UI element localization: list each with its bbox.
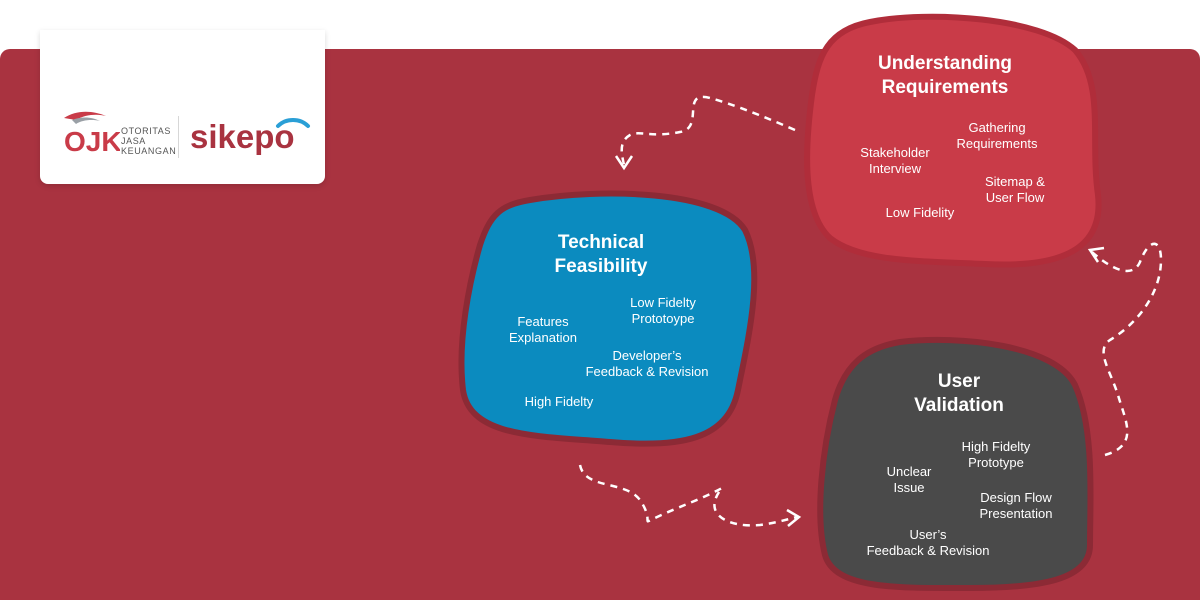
validation-item-high-fidelty: High Fidelty Prototype — [961, 439, 1031, 470]
understanding-item-gathering: Gathering Requirements — [956, 120, 1038, 151]
validation-item-design-flow: Design Flow Presentation — [979, 490, 1053, 521]
sikepo-logo-icon: sikepo — [190, 118, 310, 155]
understanding-item-sitemap: Sitemap & User Flow — [985, 174, 1045, 205]
understanding-item-stakeholder: Stakeholder Interview — [860, 145, 930, 176]
arrowhead-validation-icon — [786, 508, 802, 527]
technical-item-low-fidelty: Low Fidelty Prototoype — [630, 295, 696, 326]
ojk-wordmark: OTORITAS JASA KEUANGAN — [121, 126, 176, 156]
ojk-line-3: KEUANGAN — [121, 146, 177, 156]
validation-title-line-2: Validation — [914, 395, 1004, 416]
technical-feasibility-node — [458, 190, 758, 447]
arrowhead-technical-icon — [614, 155, 634, 171]
ojk-line-1: OTORITAS — [121, 126, 171, 136]
understanding-title: Understanding Requirements — [835, 52, 1055, 100]
arrowhead-understanding-icon — [1087, 246, 1105, 263]
arrow-understanding-to-technical — [620, 95, 796, 166]
validation-title-line-1: User — [937, 371, 981, 392]
ojk-letters: OJK — [64, 126, 120, 156]
technical-title-line-1: Technical — [557, 232, 645, 253]
technical-item-high-fidelty: High Fidelty — [524, 394, 594, 409]
logo-card: OJK OTORITAS JASA KEUANGAN sikepo — [40, 30, 325, 184]
technical-item-developer-feedback: Developer’s Feedback & Revision — [585, 348, 709, 379]
understanding-title-line-1: Understanding — [877, 53, 1013, 74]
arrow-validation-to-understanding — [1091, 242, 1163, 457]
understanding-item-low-fidelity: Low Fidelity — [885, 205, 955, 220]
ojk-line-2: JASA — [121, 136, 146, 146]
arrow-technical-to-validation — [578, 464, 798, 527]
user-validation-node — [817, 336, 1094, 592]
logo-divider — [178, 116, 179, 158]
ojk-logo-icon: OJK — [64, 111, 120, 156]
validation-item-unclear: Unclear Issue — [886, 464, 932, 495]
understanding-requirements-node — [804, 13, 1102, 268]
validation-title: User Validation — [849, 370, 1069, 418]
validation-item-user-feedback: User’s Feedback & Revision — [866, 527, 990, 558]
technical-title-line-2: Feasibility — [554, 256, 648, 277]
understanding-title-line-2: Requirements — [881, 77, 1009, 98]
technical-title: Technical Feasibility — [491, 231, 711, 279]
technical-item-features: Features Explanation — [509, 314, 577, 345]
